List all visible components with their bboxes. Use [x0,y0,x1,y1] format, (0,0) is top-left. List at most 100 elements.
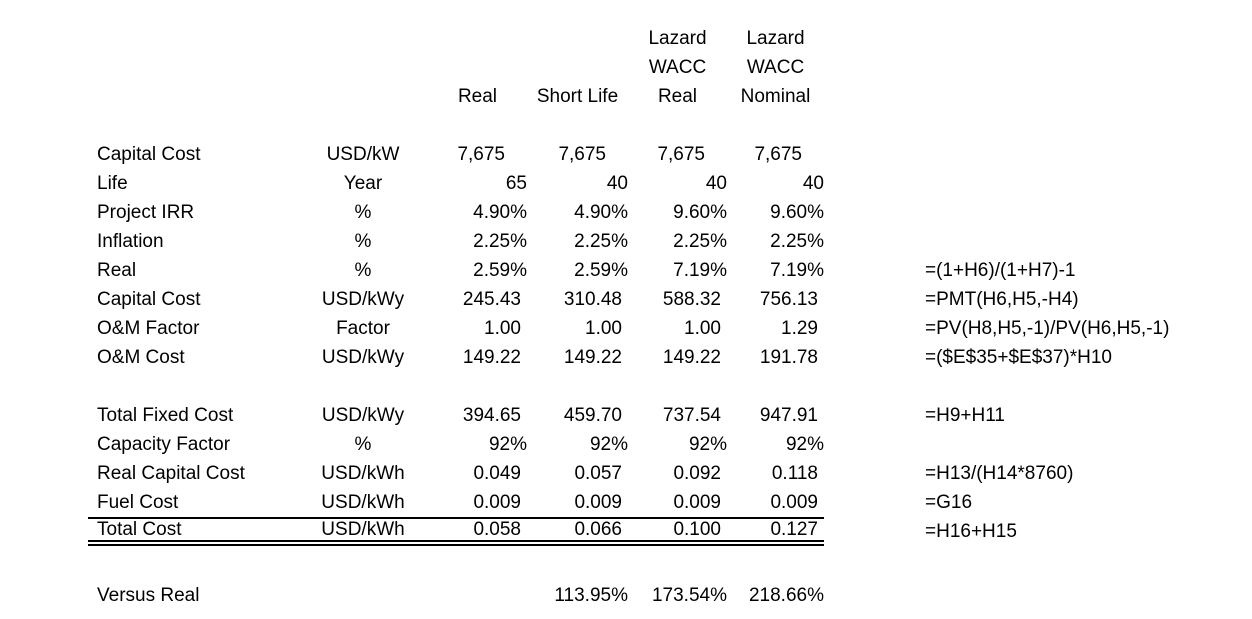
row-value-cell[interactable]: 310.48 [563,289,622,310]
row-unit-cell[interactable]: % [354,434,372,455]
row-formula-cell[interactable]: =($E$35+$E$37)*H10 [925,347,1112,368]
col-header-lazard-wacc-nominal[interactable]: Nominal [740,86,811,107]
col-header-short-life[interactable] [527,24,628,53]
row-value-cell[interactable]: 0.092 [673,463,721,484]
row-value-cell[interactable]: 1.00 [684,318,721,339]
row-unit-cell[interactable]: USD/kWh [321,463,405,484]
row-unit-cell[interactable]: USD/kWy [321,289,405,310]
row-value-cell[interactable]: 149.22 [563,347,622,368]
row-value-cell[interactable]: 0.009 [574,492,622,513]
row-label-cell[interactable]: Project IRR [97,202,195,223]
row-value-cell[interactable]: 7,675 [754,144,802,165]
row-formula-cell[interactable]: =H13/(H14*8760) [925,463,1074,484]
col-header-real[interactable]: Real [457,86,498,107]
row-value-cell[interactable]: 7.19% [770,260,824,281]
row-value-cell[interactable]: 0.127 [770,519,818,540]
row-value-cell[interactable]: 7,675 [657,144,705,165]
row-unit-cell[interactable]: USD/kWy [321,347,405,368]
row-unit-cell[interactable]: % [354,260,372,281]
row-label-cell[interactable]: Versus Real [97,585,200,606]
row-unit-cell[interactable]: USD/kW [326,144,400,165]
row-label-cell[interactable]: O&M Factor [97,318,200,339]
row-label-cell[interactable]: Total Fixed Cost [97,405,234,426]
row-value-cell[interactable]: 2.25% [673,231,727,252]
col-header-short-life[interactable] [527,53,628,82]
row-value-cell[interactable]: 92% [785,434,824,455]
col-header-real[interactable] [428,53,527,82]
col-header-lazard-wacc-nominal[interactable]: Lazard [746,28,805,49]
row-value-cell[interactable]: 394.65 [462,405,521,426]
row-value-cell[interactable]: 92% [488,434,527,455]
row-value-cell[interactable]: 0.057 [574,463,622,484]
row-unit-cell[interactable]: USD/kWh [321,519,405,540]
row-value-cell[interactable]: 1.29 [781,318,818,339]
row-label-cell[interactable]: Life [97,173,128,194]
row-unit-cell[interactable]: % [354,231,372,252]
row-formula-cell[interactable]: =H16+H15 [925,521,1017,542]
row-value-cell[interactable]: 0.058 [473,519,521,540]
row-value-cell[interactable]: 149.22 [462,347,521,368]
row-label-cell[interactable]: Total Cost [97,519,182,540]
row-value-cell[interactable]: 2.25% [574,231,628,252]
row-unit-cell[interactable]: USD/kWy [321,405,405,426]
row-value-cell[interactable]: 40 [802,173,824,194]
row-label-cell[interactable]: Real Capital Cost [97,463,245,484]
row-label-cell[interactable]: Real [97,260,137,281]
row-unit-cell[interactable]: USD/kWh [321,492,405,513]
row-value-cell[interactable]: 92% [688,434,727,455]
row-value-cell[interactable]: 4.90% [574,202,628,223]
row-label-cell[interactable]: O&M Cost [97,347,185,368]
row-value-cell[interactable]: 65 [505,173,527,194]
row-label-cell[interactable]: Capital Cost [97,289,201,310]
row-value-cell[interactable]: 2.25% [770,231,824,252]
row-unit-cell[interactable]: Factor [336,318,390,339]
col-header-short-life[interactable]: Short Life [536,86,619,107]
row-label-cell[interactable]: Capacity Factor [97,434,231,455]
row-value-cell[interactable]: 0.118 [771,463,818,484]
row-value-cell[interactable]: 92% [589,434,628,455]
row-value-cell[interactable]: 756.13 [759,289,818,310]
col-header-lazard-wacc-real[interactable]: Lazard [648,28,707,49]
row-value-cell[interactable]: 0.100 [673,519,721,540]
row-value-cell[interactable]: 40 [606,173,628,194]
col-header-lazard-wacc-nominal[interactable]: WACC [746,57,805,78]
row-value-cell[interactable]: 4.90% [473,202,527,223]
row-unit-cell[interactable] [298,581,428,610]
row-formula-cell[interactable]: =PV(H8,H5,-1)/PV(H6,H5,-1) [925,318,1170,339]
row-value-cell[interactable]: 1.00 [484,318,521,339]
row-value-cell[interactable]: 459.70 [563,405,622,426]
row-value-cell[interactable]: 2.59% [473,260,527,281]
row-value-cell[interactable]: 0.009 [673,492,721,513]
row-formula-cell[interactable]: =(1+H6)/(1+H7)-1 [925,260,1076,281]
row-value-cell[interactable]: 245.43 [462,289,521,310]
col-header-lazard-wacc-real[interactable]: Real [657,86,698,107]
row-value-cell[interactable]: 218.66% [748,585,824,606]
row-value-cell[interactable]: 191.78 [759,347,818,368]
row-value-cell[interactable]: 737.54 [662,405,721,426]
row-value-cell[interactable]: 9.60% [770,202,824,223]
row-value-cell[interactable] [428,581,527,610]
row-value-cell[interactable]: 7.19% [673,260,727,281]
row-value-cell[interactable]: 0.009 [770,492,818,513]
row-value-cell[interactable]: 2.59% [574,260,628,281]
row-formula-cell[interactable]: =H9+H11 [925,405,1005,426]
row-value-cell[interactable]: 0.009 [473,492,521,513]
row-label-cell[interactable]: Inflation [97,231,164,252]
row-value-cell[interactable]: 7,675 [558,144,606,165]
row-label-cell[interactable]: Capital Cost [97,144,201,165]
row-value-cell[interactable]: 947.91 [759,405,818,426]
row-value-cell[interactable]: 7,675 [457,144,505,165]
row-unit-cell[interactable]: % [354,202,372,223]
row-value-cell[interactable]: 1.00 [585,318,622,339]
row-value-cell[interactable]: 588.32 [662,289,721,310]
row-formula-cell[interactable]: =PMT(H6,H5,-H4) [925,289,1079,310]
col-header-real[interactable] [428,24,527,53]
row-value-cell[interactable]: 9.60% [673,202,727,223]
row-value-cell[interactable]: 0.049 [473,463,521,484]
row-value-cell[interactable]: 2.25% [473,231,527,252]
row-unit-cell[interactable]: Year [343,173,383,194]
row-value-cell[interactable]: 173.54% [651,585,727,606]
col-header-lazard-wacc-real[interactable]: WACC [648,57,707,78]
row-formula-cell[interactable]: =G16 [925,492,973,513]
row-label-cell[interactable]: Fuel Cost [97,492,179,513]
